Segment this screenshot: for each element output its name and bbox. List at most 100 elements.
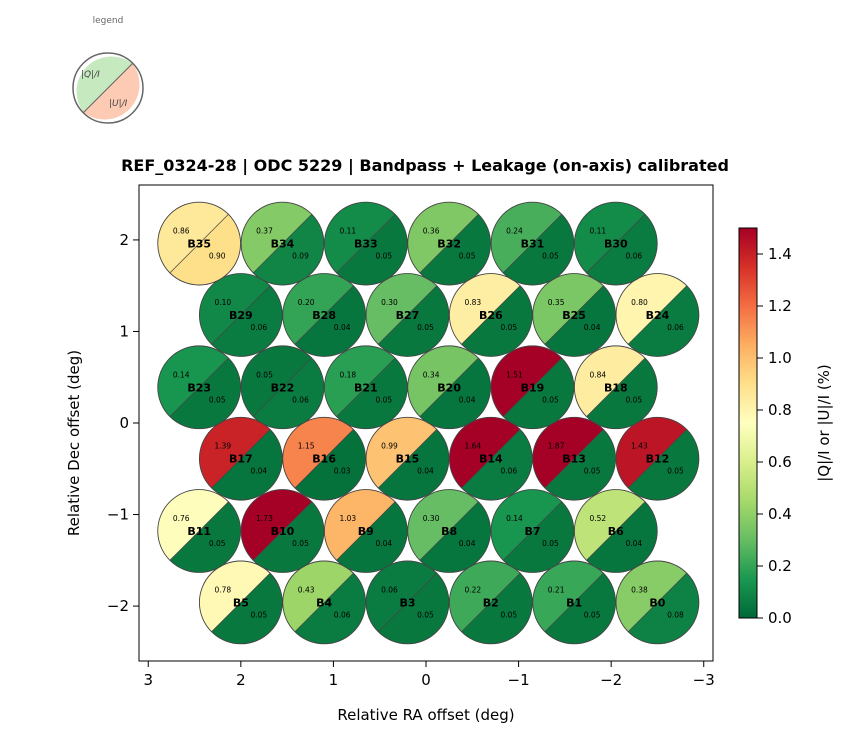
beam-outline — [157, 489, 242, 573]
colorbar: 0.0 0.2 0.4 0.6 0.8 1.0 1.2 1.4 |Q|/I or |U|/I … — [738, 227, 833, 627]
beam-divider — [544, 285, 604, 345]
beam-q-value: 0.14 — [506, 514, 523, 523]
beam-divider — [419, 501, 479, 561]
beam-outline — [365, 560, 450, 645]
beam-u-half — [419, 214, 491, 285]
beam-q-half — [241, 345, 312, 417]
beam-q-half — [199, 273, 271, 345]
beam-outline — [240, 345, 325, 430]
beam-u-half — [169, 214, 241, 285]
beam-label: B34 — [271, 238, 295, 251]
beam-q-value: 0.83 — [464, 298, 481, 307]
beam-B11: B11 0.76 0.05 — [157, 489, 242, 573]
beam-B22: B22 0.05 0.06 — [240, 345, 325, 430]
beam-label: B11 — [187, 525, 211, 538]
beam-u-half — [544, 573, 616, 644]
beam-q-value: 0.43 — [298, 585, 315, 594]
beam-q-value: 0.14 — [173, 370, 190, 379]
beams-layer: B00.380.08B10.210.05B20.220.05B30.060.05… — [157, 201, 700, 645]
beam-u-half — [253, 214, 324, 285]
beam-q-half — [574, 202, 646, 273]
beam-outline — [490, 345, 575, 430]
beam-u-half — [544, 285, 616, 357]
beam-divider — [502, 357, 563, 417]
y-axis-ticks: 2 1 0 −1 −2 — [107, 231, 139, 615]
beam-B4: B40.43 0.06 — [282, 560, 367, 645]
beam-divider — [377, 572, 438, 632]
beam-u-value: 0.05 — [417, 323, 434, 332]
beam-q-half — [282, 273, 354, 345]
beam-B27: B27 0.30 0.05 — [365, 273, 450, 357]
beam-u-half — [419, 501, 491, 573]
beam-u-value: 0.05 — [500, 610, 517, 619]
beam-q-value: 1.64 — [464, 442, 481, 451]
beam-outline — [157, 345, 242, 430]
beam-outline — [323, 201, 408, 286]
colorbar-tick-label: 0.6 — [768, 453, 792, 471]
beam-divider — [294, 429, 354, 489]
beam-u-value: 0.04 — [625, 539, 642, 548]
legend-u-half — [83, 63, 140, 120]
legend-u-label: |U|/I — [109, 99, 128, 109]
beam-q-half — [491, 489, 562, 561]
beam-q-half — [574, 345, 646, 417]
beam-u-half — [586, 501, 658, 573]
beam-u-value: 0.05 — [584, 467, 601, 476]
beam-u-value: 0.05 — [542, 395, 559, 404]
beam-u-value: 0.06 — [625, 252, 642, 261]
beam-outline — [365, 273, 450, 357]
beam-u-half — [211, 429, 283, 501]
beam-u-value: 0.05 — [459, 252, 476, 261]
beam-q-half — [574, 489, 646, 561]
beam-u-half — [378, 573, 449, 644]
beam-u-value: 0.90 — [209, 252, 226, 261]
beam-q-value: 0.76 — [173, 514, 190, 523]
beam-B10: B10 1.73 0.05 — [240, 489, 325, 573]
beam-q-half — [449, 417, 521, 488]
beam-B3: B30.06 0.05 — [365, 560, 450, 645]
beam-q-value: 0.84 — [589, 370, 606, 379]
beam-u-value: 0.06 — [667, 323, 684, 332]
beam-outline — [282, 416, 367, 501]
beam-u-value: 0.04 — [459, 539, 476, 548]
beam-u-half — [461, 429, 533, 501]
beam-q-half — [324, 202, 396, 273]
beam-label: B4 — [316, 596, 332, 609]
beam-outline — [532, 560, 617, 645]
beam-label: B26 — [479, 309, 503, 322]
x-tick-label: 0 — [421, 671, 431, 689]
beam-outline — [615, 273, 700, 357]
x-tick-label: 1 — [329, 671, 339, 689]
beam-B5: B50.78 0.05 — [198, 560, 283, 645]
beam-divider — [544, 572, 604, 632]
beam-label: B16 — [312, 453, 336, 466]
beam-u-value: 0.04 — [250, 467, 267, 476]
beam-q-half — [366, 273, 437, 345]
beam-q-half — [449, 273, 521, 345]
beam-q-half — [282, 561, 354, 632]
beam-q-half — [282, 417, 354, 488]
beam-outline — [407, 489, 492, 573]
beam-u-value: 0.04 — [334, 323, 351, 332]
beam-divider — [336, 214, 396, 274]
beam-u-half — [503, 214, 574, 285]
beam-q-value: 1.39 — [214, 442, 231, 451]
beam-label: B17 — [229, 453, 253, 466]
beam-label: B35 — [187, 238, 211, 251]
beam-u-value: 0.05 — [209, 539, 226, 548]
beam-label: B13 — [562, 453, 586, 466]
beam-B6: B60.52 0.04 — [573, 489, 658, 573]
beam-divider — [544, 429, 604, 489]
beam-divider — [211, 285, 271, 345]
beam-B13: B13 1.87 0.05 — [532, 416, 617, 501]
y-tick-label: −1 — [107, 506, 129, 524]
beam-u-half — [211, 573, 283, 644]
beam-q-value: 1.43 — [631, 442, 648, 451]
beam-u-half — [294, 429, 366, 501]
colorbar-tick-label: 1.4 — [768, 245, 792, 263]
beam-B20: B20 0.34 0.04 — [407, 345, 492, 430]
beam-B32: B32 0.36 0.05 — [407, 201, 492, 286]
beam-q-half — [241, 489, 312, 561]
beam-divider — [252, 501, 313, 561]
colorbar-ticks: 0.0 0.2 0.4 0.6 0.8 1.0 1.2 1.4 — [757, 245, 792, 627]
